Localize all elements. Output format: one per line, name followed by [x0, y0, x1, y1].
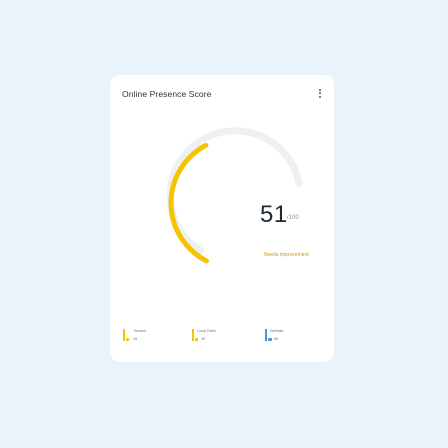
metric-tick — [265, 329, 267, 341]
card-title: Online Presence Score — [122, 89, 212, 99]
metric-bar — [195, 338, 198, 341]
status-label: Needs improvement — [264, 252, 309, 258]
metric-local-rank: Local Rank 30 — [192, 329, 232, 359]
score-gauge — [166, 127, 303, 264]
metric-tick — [192, 329, 194, 341]
metric-website: Website 58 — [265, 329, 305, 359]
metric-label: Search — [134, 329, 147, 333]
gauge-progress-arc — [168, 142, 209, 264]
score-max: /100 — [287, 215, 299, 221]
metric-bar — [126, 338, 129, 341]
gauge-track — [166, 127, 303, 255]
score-value: 51 — [260, 201, 288, 228]
metric-value: 18 — [133, 337, 138, 341]
online-presence-card: Online Presence Score 51 /100 Needs impr… — [110, 75, 334, 362]
metric-label: Website — [270, 329, 284, 333]
metric-search: Search 18 — [123, 329, 163, 359]
metric-label: Local Rank — [197, 329, 216, 333]
metric-tick — [123, 329, 125, 341]
metric-value: 30 — [201, 337, 206, 341]
more-vertical-icon[interactable] — [314, 87, 326, 101]
metric-value: 58 — [274, 337, 279, 341]
metric-bar — [268, 338, 272, 341]
